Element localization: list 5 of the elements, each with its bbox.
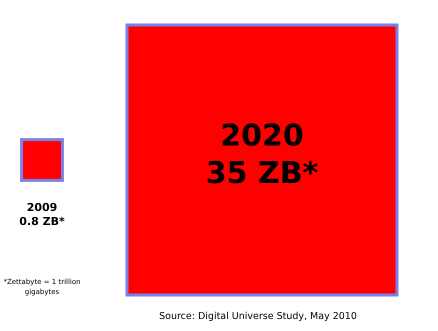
data-label: 35 ZB* <box>206 156 319 191</box>
category-label: 2020 <box>220 118 304 154</box>
source-note: Source: Digital Universe Study, May 2010 <box>159 311 357 322</box>
category-label: 2009 <box>26 201 58 214</box>
data-label: 0.8 ZB* <box>19 214 65 228</box>
